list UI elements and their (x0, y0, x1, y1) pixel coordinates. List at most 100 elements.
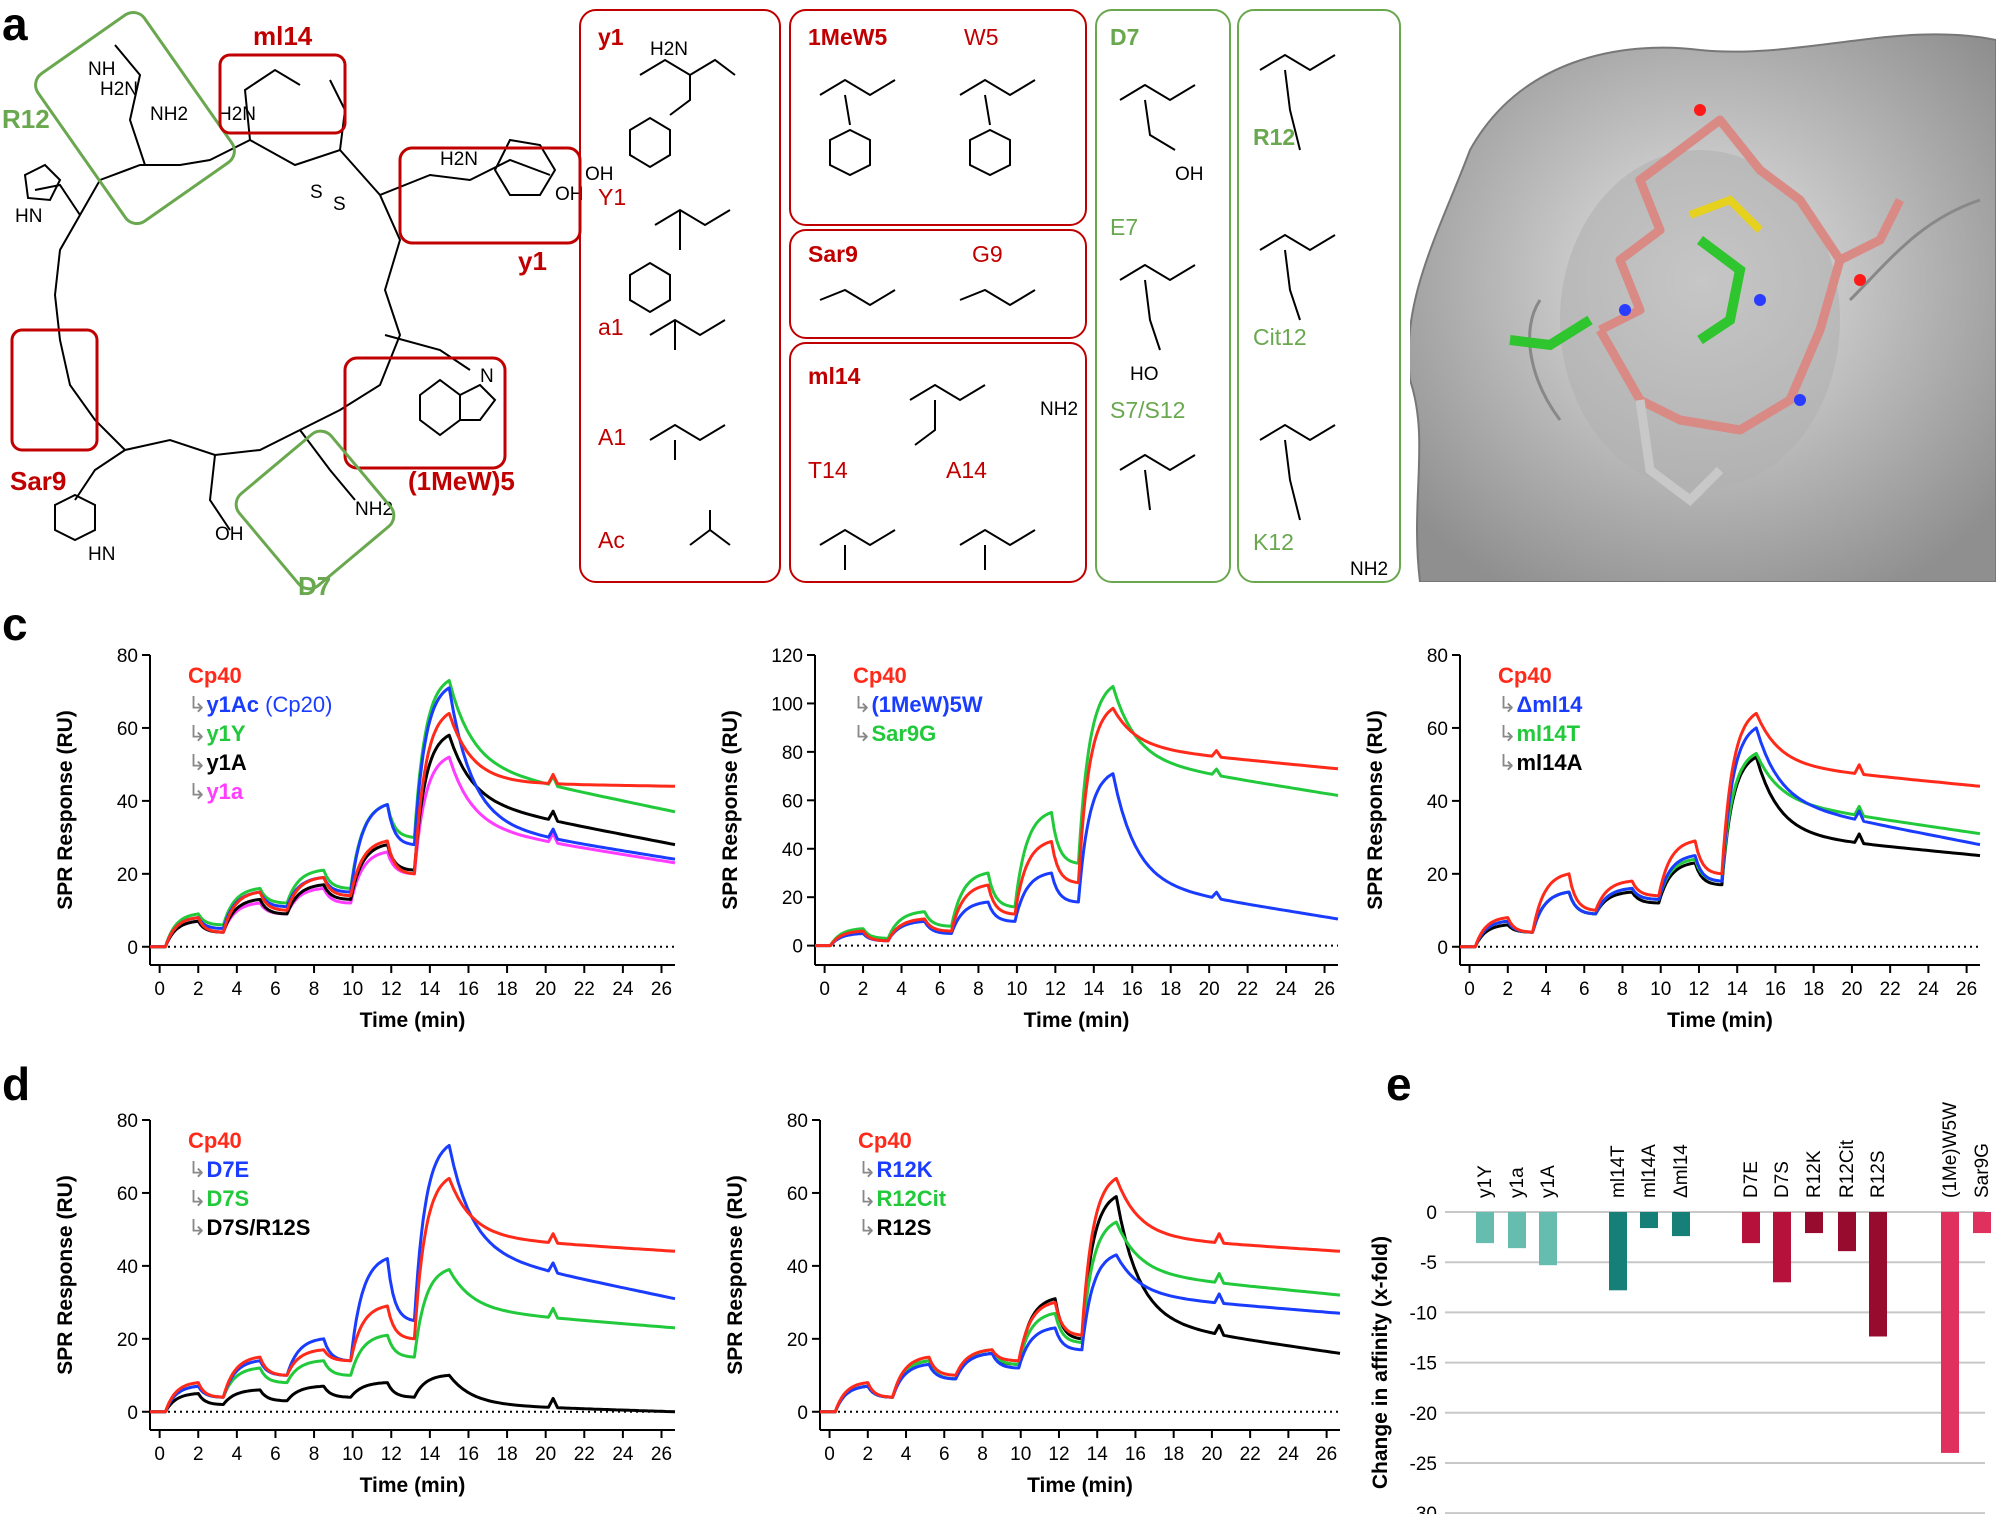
table-label: y1 (598, 24, 624, 50)
x-tick-label: 10 (1650, 979, 1671, 1000)
legend-name: Δml14 (1516, 692, 1583, 717)
y-tick-label: 60 (787, 1184, 808, 1205)
tyr-sidechain (379, 158, 551, 196)
table-label: a1 (598, 314, 624, 340)
x-tick-label: 10 (1010, 1444, 1031, 1465)
table-label: Y1 (598, 184, 626, 210)
y-tick-label: 0 (792, 937, 803, 958)
x-tick-label: 22 (574, 1444, 595, 1465)
atom-label: OH (1175, 164, 1204, 185)
category-label: y1a (1507, 1167, 1528, 1198)
category-label: R12K (1804, 1150, 1825, 1198)
chart-e-affinity: 0 -5 -10 -15 -20 -25 -30 Change in affinity (x-… (1369, 1102, 1993, 1514)
legend-arrow: ↳ (188, 721, 206, 746)
atom-label: OH (215, 524, 244, 545)
mew-ring (419, 378, 461, 437)
y-tick-label: -5 (1420, 1253, 1437, 1274)
bar-y1Y (1476, 1212, 1494, 1244)
table-label: E7 (1110, 214, 1138, 240)
legend-entry: ↳ml14A (1498, 750, 1583, 775)
x-tick-label: 8 (1617, 979, 1628, 1000)
legend-name: D7S (206, 1186, 249, 1211)
fragment-W5-ring (969, 128, 1011, 177)
table-label: D7 (1110, 24, 1139, 50)
y-tick-label: -20 (1410, 1404, 1437, 1425)
macrocycle-backbone (53, 138, 402, 457)
y-tick-label: 0 (1426, 1203, 1437, 1224)
y-axis-title: SPR Response (RU) (724, 1175, 747, 1375)
legend-entry: ↳(1MeW)5W (853, 692, 983, 717)
atom-label: H2N (100, 79, 138, 100)
legend-entry: ↳y1Ac (Cp20) (188, 692, 332, 717)
y-tick-label: 100 (771, 694, 803, 715)
y-tick-label: 0 (127, 938, 138, 959)
gln-sidechain (299, 429, 356, 501)
legend-name: (1MeW)5W (871, 692, 982, 717)
y-tick-label: 80 (117, 1111, 138, 1132)
y-tick-label: 40 (787, 1257, 808, 1278)
x-tick-label: 12 (1688, 979, 1709, 1000)
category-label: ml14A (1639, 1144, 1660, 1198)
atom-label: NH2 (1350, 559, 1388, 580)
highlight-box-y1 (398, 146, 582, 245)
fragment-ml14 (909, 383, 986, 446)
category-label: R12Cit (1837, 1139, 1858, 1198)
x-tick-label: 4 (232, 1444, 243, 1465)
legend-name: Cp40 (1498, 663, 1552, 688)
series-line-(1MeW)5W (815, 772, 1339, 948)
highlight-box-D7 (234, 429, 396, 591)
category-label: (1Me)W5W (1940, 1102, 1961, 1198)
fragment-y1-ring (629, 116, 671, 169)
legend-entry: ↳y1a (188, 779, 244, 804)
legend-arrow: ↳ (1498, 721, 1516, 746)
disulfide-yellow (1688, 195, 1763, 233)
atom-label: HN (88, 544, 115, 565)
x-tick-label: 26 (1956, 979, 1977, 1000)
his-sidechain (34, 183, 81, 216)
atom-label: S (310, 182, 323, 203)
x-tick-label: 10 (342, 979, 363, 1000)
x-tick-label: 0 (154, 1444, 165, 1465)
x-tick-label: 10 (342, 1444, 363, 1465)
y-tick-label: 60 (1427, 719, 1448, 740)
category-label: D7S (1772, 1161, 1793, 1198)
x-tick-label: 22 (574, 979, 595, 1000)
series-line-Cp40 (150, 1176, 676, 1414)
x-tick-label: 6 (270, 979, 281, 1000)
series-line-Cp40 (1460, 711, 1981, 949)
table-box-pos12 (1237, 9, 1401, 583)
fragment-Sar9 (819, 288, 896, 307)
x-tick-label: 20 (1199, 979, 1220, 1000)
residue-table: y1 Y1 a1 A1 Ac 1MeW5 W5 Sar9 G9 ml14 T14… (579, 9, 1401, 583)
legend-name: Cp40 (853, 663, 907, 688)
category-label: D7E (1741, 1161, 1762, 1198)
legend-arrow: ↳ (858, 1157, 876, 1182)
table-label: Ac (598, 527, 625, 553)
x-tick-label: 22 (1237, 979, 1258, 1000)
category-label: ml14T (1608, 1145, 1629, 1198)
table-label: G9 (972, 241, 1003, 267)
atom-label: H2N (650, 39, 688, 60)
bar-ml14A (1640, 1212, 1658, 1229)
ile-sidechain (243, 68, 301, 141)
x-tick-label: 18 (1160, 979, 1181, 1000)
fragment-G9 (959, 288, 1036, 307)
y-tick-label: 20 (117, 1330, 138, 1351)
x-tick-label: 8 (977, 1444, 988, 1465)
x-tick-label: 8 (973, 979, 984, 1000)
legend-entry: ↳Δml14 (1498, 692, 1583, 717)
fragment-D7 (1119, 83, 1196, 151)
legend-entry: Cp40 (188, 663, 242, 688)
y-tick-label: 40 (117, 1257, 138, 1278)
legend-entry: ↳R12S (858, 1215, 931, 1240)
atom-label: S (333, 194, 346, 215)
highlight-box-1MeW5 (343, 356, 507, 470)
atom-label: HO (1130, 364, 1159, 385)
table-box-pos7 (1095, 9, 1231, 583)
legend-entry: ↳ml14T (1498, 721, 1581, 746)
fragment-1MeW5 (819, 78, 896, 126)
y-tick-label: -15 (1410, 1354, 1437, 1375)
y-tick-label: 40 (1427, 792, 1448, 813)
